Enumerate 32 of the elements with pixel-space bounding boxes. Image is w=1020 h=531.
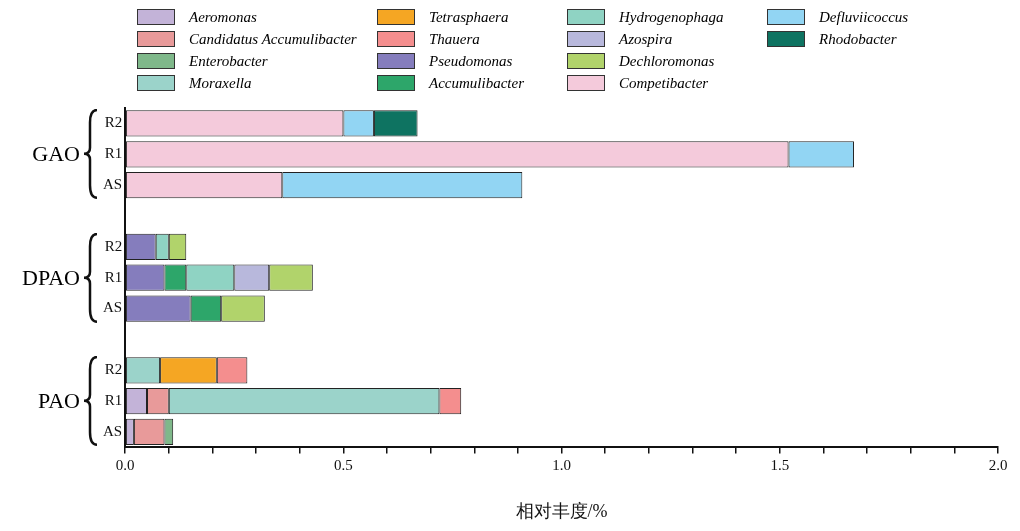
text: DPAO: [22, 264, 80, 291]
legend-label: Competibacter: [619, 74, 709, 92]
x-tick-label: 0.0: [115, 457, 135, 474]
legend-label: Enterobacter: [189, 52, 268, 70]
y-tick-label: R1: [104, 392, 123, 409]
text: PAO: [38, 388, 80, 415]
legend-label: Pseudomonas: [429, 52, 513, 70]
legend-label: Aeromonas: [189, 8, 257, 26]
legend-label: Accumulibacter: [429, 74, 524, 92]
legend-label: Rhodobacter: [819, 30, 897, 48]
legend-label: Moraxella: [189, 74, 252, 92]
x-tick-label: 2.0: [988, 457, 1008, 474]
legend-label: Hydrogenophaga: [619, 8, 724, 26]
x-axis-title: 相对丰度/%: [515, 500, 608, 521]
x-tick-label: 1.5: [770, 457, 790, 474]
text: GAO: [32, 141, 80, 168]
y-tick-label: R2: [104, 237, 123, 254]
y-tick-label: AS: [102, 176, 123, 193]
legend-label: Defluviicoccus: [819, 8, 909, 26]
y-tick-label: R2: [104, 361, 123, 378]
legend-label: Azospira: [619, 30, 673, 48]
y-tick-label: AS: [102, 299, 123, 316]
y-tick-label: R1: [104, 268, 123, 285]
legend-label: Dechloromonas: [619, 52, 715, 70]
legend-label: Tetrasphaera: [429, 8, 509, 26]
legend-label: Candidatus Accumulibacter: [189, 30, 357, 48]
x-tick-label: 0.5: [334, 457, 353, 474]
y-tick-label: R2: [104, 114, 123, 131]
y-tick-label: R1: [104, 145, 123, 162]
y-tick-label: AS: [102, 422, 123, 439]
x-tick-label: 1.0: [552, 457, 571, 474]
legend-label: Thauera: [429, 30, 480, 48]
